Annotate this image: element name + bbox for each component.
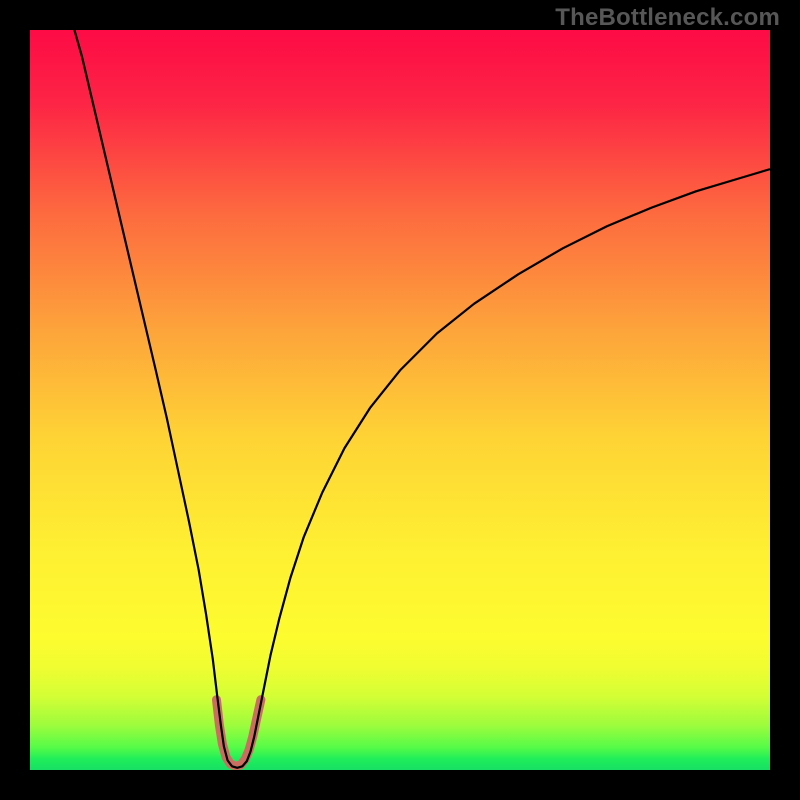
chart-frame: TheBottleneck.com [0,0,800,800]
plot-area [30,30,770,770]
watermark-text: TheBottleneck.com [555,4,780,32]
plot-background [30,30,770,770]
chart-svg [30,30,770,770]
